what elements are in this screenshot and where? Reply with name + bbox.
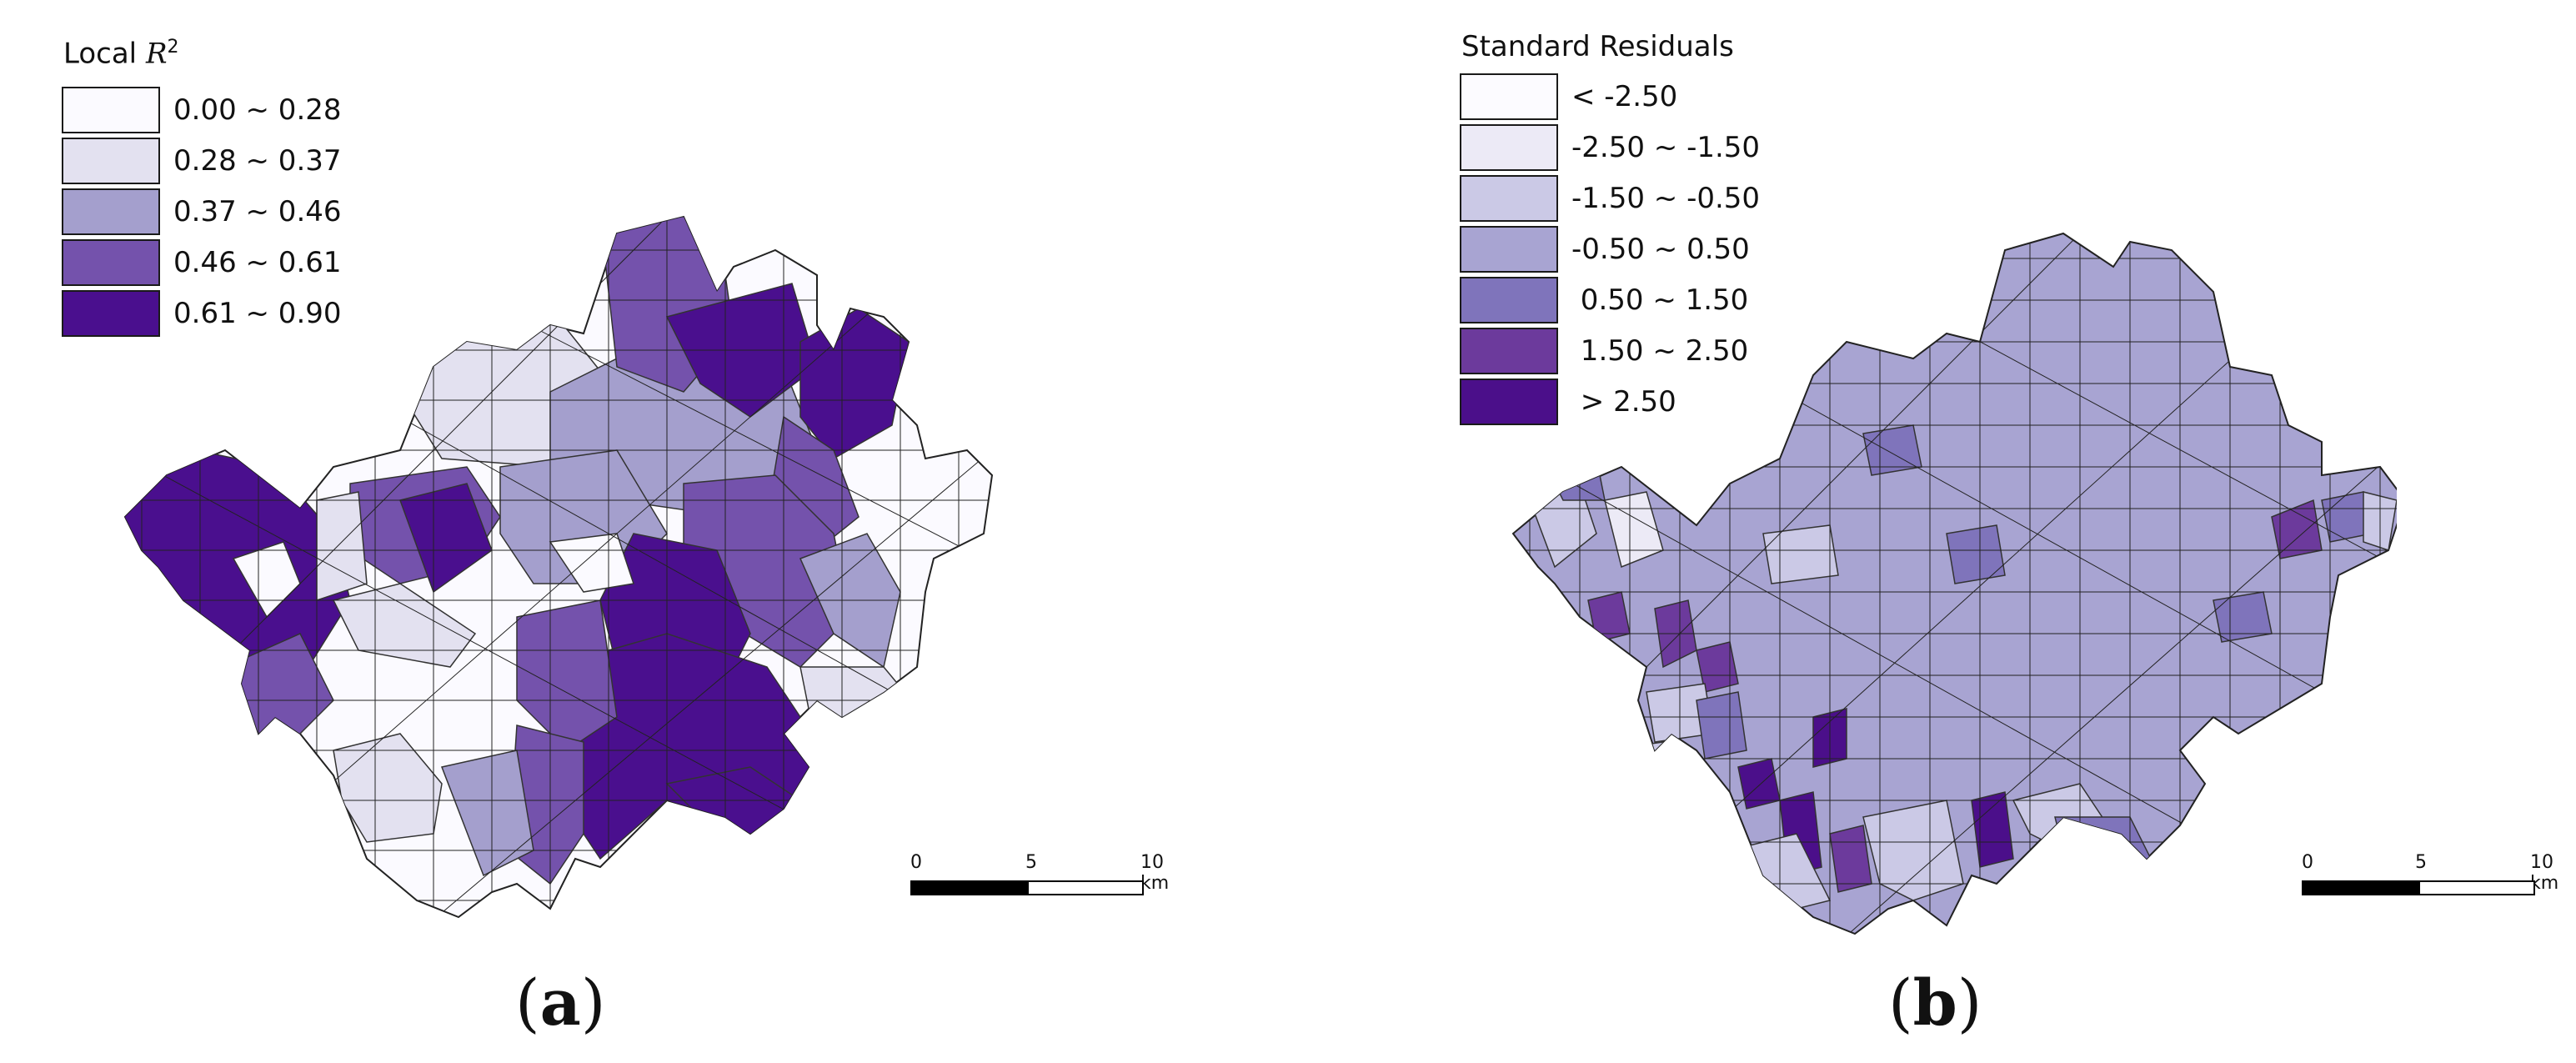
scale-tick-label: 5 bbox=[2415, 852, 2427, 873]
district-region bbox=[2213, 591, 2273, 643]
legend-title-standard-residuals: Standard Residuals bbox=[1461, 30, 1734, 63]
legend-swatch bbox=[1460, 124, 1558, 171]
district-region bbox=[549, 533, 634, 593]
legend-label: > 2.50 bbox=[1571, 385, 1676, 419]
legend-label: -1.50 ~ -0.50 bbox=[1571, 182, 1761, 215]
legend-title-superscript: 2 bbox=[167, 37, 179, 58]
legend-label: 0.61 ~ 0.90 bbox=[173, 297, 342, 330]
district-region bbox=[1696, 641, 1739, 693]
legend-label: 1.50 ~ 2.50 bbox=[1571, 334, 1749, 368]
legend-local-r2: 0.00 ~ 0.28 0.28 ~ 0.37 0.37 ~ 0.46 0.46… bbox=[62, 87, 342, 341]
scale-bar-black bbox=[2302, 880, 2420, 895]
choropleth-map-seoul-standard-residuals bbox=[1511, 232, 2397, 935]
legend-item: 0.00 ~ 0.28 bbox=[62, 87, 342, 133]
panel-standard-residuals: Standard Residuals < -2.50 -2.50 ~ -1.50… bbox=[1288, 0, 2576, 1063]
caption-paren: ) bbox=[1957, 965, 1982, 1040]
district-region bbox=[2213, 775, 2273, 843]
legend-item: 0.37 ~ 0.46 bbox=[62, 188, 342, 235]
scale-tick-label: 5 bbox=[1025, 852, 1037, 873]
legend-label: 0.46 ~ 0.61 bbox=[173, 246, 342, 279]
legend-item: 0.46 ~ 0.61 bbox=[62, 239, 342, 286]
legend-label: -2.50 ~ -1.50 bbox=[1571, 131, 1761, 164]
legend-swatch bbox=[62, 188, 160, 235]
panel-caption-a: (a) bbox=[515, 965, 606, 1040]
caption-letter: a bbox=[539, 965, 581, 1040]
district-region bbox=[1545, 458, 1606, 501]
caption-paren: ( bbox=[1888, 965, 1913, 1040]
legend-standard-residuals: < -2.50 -2.50 ~ -1.50 -1.50 ~ -0.50 -0.5… bbox=[1460, 73, 1760, 429]
legend-label: < -2.50 bbox=[1571, 80, 1678, 113]
caption-letter: b bbox=[1912, 965, 1957, 1040]
legend-label: 0.00 ~ 0.28 bbox=[173, 93, 342, 127]
legend-item: -2.50 ~ -1.50 bbox=[1460, 124, 1760, 171]
legend-label: 0.50 ~ 1.50 bbox=[1571, 283, 1749, 317]
district-region bbox=[516, 599, 618, 751]
legend-item: 0.61 ~ 0.90 bbox=[62, 290, 342, 337]
district-polygons bbox=[1511, 232, 2397, 935]
legend-title-text: Local bbox=[63, 37, 146, 71]
legend-swatch bbox=[62, 87, 160, 133]
legend-item: < -2.50 bbox=[1460, 73, 1760, 120]
scale-bar: 0 5 10 km bbox=[2302, 852, 2558, 902]
legend-swatch bbox=[1460, 226, 1558, 273]
scale-bar-white bbox=[2418, 880, 2535, 895]
district-region bbox=[1946, 524, 2006, 584]
legend-swatch bbox=[1460, 379, 1558, 425]
scale-bar-white bbox=[1027, 880, 1144, 895]
legend-swatch bbox=[62, 138, 160, 184]
choropleth-map-seoul-local-r2 bbox=[123, 215, 994, 919]
panel-local-r2: Local R2 0.00 ~ 0.28 0.28 ~ 0.37 0.37 ~ … bbox=[62, 37, 1169, 1040]
scale-tick-label: 0 bbox=[2302, 852, 2313, 873]
legend-item: 0.28 ~ 0.37 bbox=[62, 138, 342, 184]
legend-title-variable: R bbox=[145, 37, 168, 71]
district-region bbox=[1762, 524, 1839, 584]
legend-swatch bbox=[1460, 277, 1558, 323]
district-region bbox=[1604, 741, 1672, 801]
panel-caption-b: (b) bbox=[1888, 965, 1982, 1040]
legend-item: -0.50 ~ 0.50 bbox=[1460, 226, 1760, 273]
legend-title-local-r2: Local R2 bbox=[63, 37, 179, 70]
scale-bar-black bbox=[910, 880, 1029, 895]
legend-label: 0.28 ~ 0.37 bbox=[173, 144, 342, 178]
district-region bbox=[1696, 691, 1747, 760]
district-region bbox=[1862, 800, 1964, 901]
legend-swatch bbox=[1460, 328, 1558, 374]
legend-label: -0.50 ~ 0.50 bbox=[1571, 233, 1750, 266]
legend-item: > 2.50 bbox=[1460, 379, 1760, 425]
legend-item: 1.50 ~ 2.50 bbox=[1460, 328, 1760, 374]
caption-paren: ) bbox=[580, 965, 606, 1040]
district-region bbox=[799, 666, 927, 768]
scale-bar: 0 5 10 km bbox=[910, 852, 1169, 902]
district-region bbox=[1587, 591, 1631, 643]
district-region bbox=[316, 491, 368, 602]
district-region bbox=[1971, 791, 2014, 868]
legend-item: 0.50 ~ 1.50 bbox=[1460, 277, 1760, 323]
caption-paren: ( bbox=[515, 965, 540, 1040]
legend-swatch bbox=[1460, 175, 1558, 222]
district-region bbox=[1562, 716, 1614, 768]
district-region bbox=[1737, 758, 1781, 810]
legend-swatch bbox=[1460, 73, 1558, 120]
legend-label: 0.37 ~ 0.46 bbox=[173, 195, 342, 228]
scale-tick-label: 10 km bbox=[1140, 852, 1170, 894]
legend-item: -1.50 ~ -0.50 bbox=[1460, 175, 1760, 222]
district-region bbox=[1862, 424, 1922, 476]
scale-tick-label: 0 bbox=[910, 852, 922, 873]
legend-swatch bbox=[62, 290, 160, 337]
legend-swatch bbox=[62, 239, 160, 286]
